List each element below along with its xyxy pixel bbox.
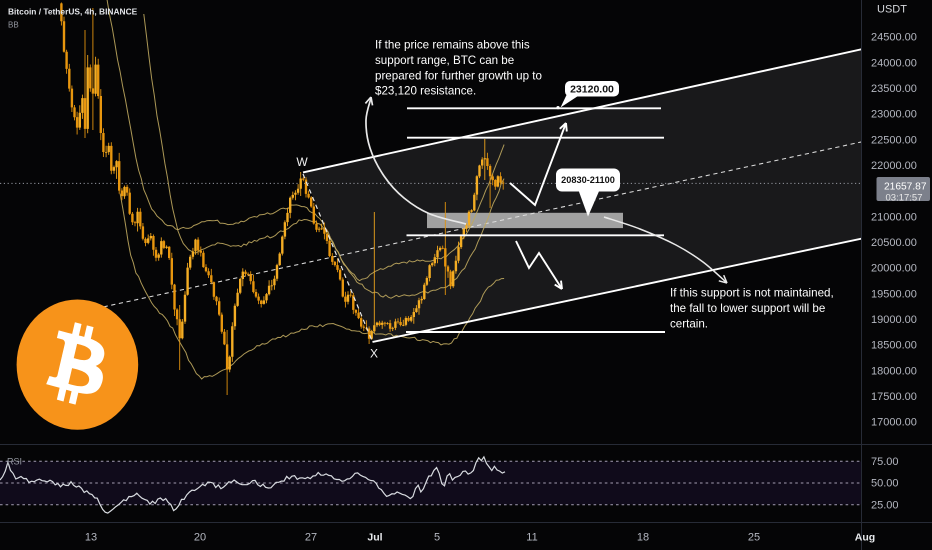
svg-text:20: 20	[194, 532, 206, 544]
svg-text:BB: BB	[8, 21, 19, 30]
svg-text:If this support is not maintai: If this support is not maintained,	[670, 287, 834, 300]
svg-text:Bitcoin / TetherUS, 4h, BINANC: Bitcoin / TetherUS, 4h, BINANCE	[8, 7, 138, 17]
svg-text:25: 25	[748, 532, 760, 544]
svg-text:21657.87: 21657.87	[884, 182, 927, 193]
svg-text:13: 13	[85, 532, 97, 544]
svg-text:19000.00: 19000.00	[871, 314, 917, 326]
svg-text:If the price remains above thi: If the price remains above this	[375, 39, 530, 52]
svg-text:25.00: 25.00	[871, 499, 899, 511]
svg-text:certain.: certain.	[670, 317, 708, 330]
svg-text:RSI: RSI	[7, 457, 22, 467]
svg-text:prepared for further growth up: prepared for further growth up to	[375, 69, 542, 82]
svg-text:22000.00: 22000.00	[871, 160, 917, 172]
svg-text:19500.00: 19500.00	[871, 288, 917, 300]
svg-text:03:17:57: 03:17:57	[886, 193, 923, 204]
svg-text:23500.00: 23500.00	[871, 83, 917, 95]
svg-text:27: 27	[305, 532, 317, 544]
svg-text:5: 5	[434, 532, 440, 544]
svg-text:17500.00: 17500.00	[871, 391, 917, 403]
svg-text:18000.00: 18000.00	[871, 365, 917, 377]
svg-text:21000.00: 21000.00	[871, 211, 917, 223]
svg-text:20830-21100: 20830-21100	[561, 175, 615, 185]
svg-text:W: W	[296, 155, 308, 169]
svg-text:75.00: 75.00	[871, 456, 899, 468]
svg-text:23000.00: 23000.00	[871, 109, 917, 121]
svg-text:Jul: Jul	[367, 532, 382, 544]
svg-text:the fall to lower support will: the fall to lower support will be	[670, 302, 825, 315]
svg-text:50.00: 50.00	[871, 478, 899, 490]
svg-text:24500.00: 24500.00	[871, 32, 917, 44]
svg-text:18500.00: 18500.00	[871, 340, 917, 352]
svg-text:20000.00: 20000.00	[871, 263, 917, 275]
svg-text:Aug: Aug	[855, 532, 875, 544]
svg-text:20500.00: 20500.00	[871, 237, 917, 249]
svg-text:USDT: USDT	[877, 4, 907, 16]
svg-text:24000.00: 24000.00	[871, 57, 917, 69]
svg-text:X: X	[370, 347, 378, 361]
svg-text:$23,120 resistance.: $23,120 resistance.	[375, 85, 476, 98]
svg-text:support range, BTC can be: support range, BTC can be	[375, 54, 514, 67]
svg-text:11: 11	[526, 532, 537, 544]
svg-text:23120.00: 23120.00	[570, 84, 614, 96]
svg-text:22500.00: 22500.00	[871, 134, 917, 146]
svg-text:17000.00: 17000.00	[871, 417, 917, 429]
svg-text:18: 18	[637, 532, 649, 544]
